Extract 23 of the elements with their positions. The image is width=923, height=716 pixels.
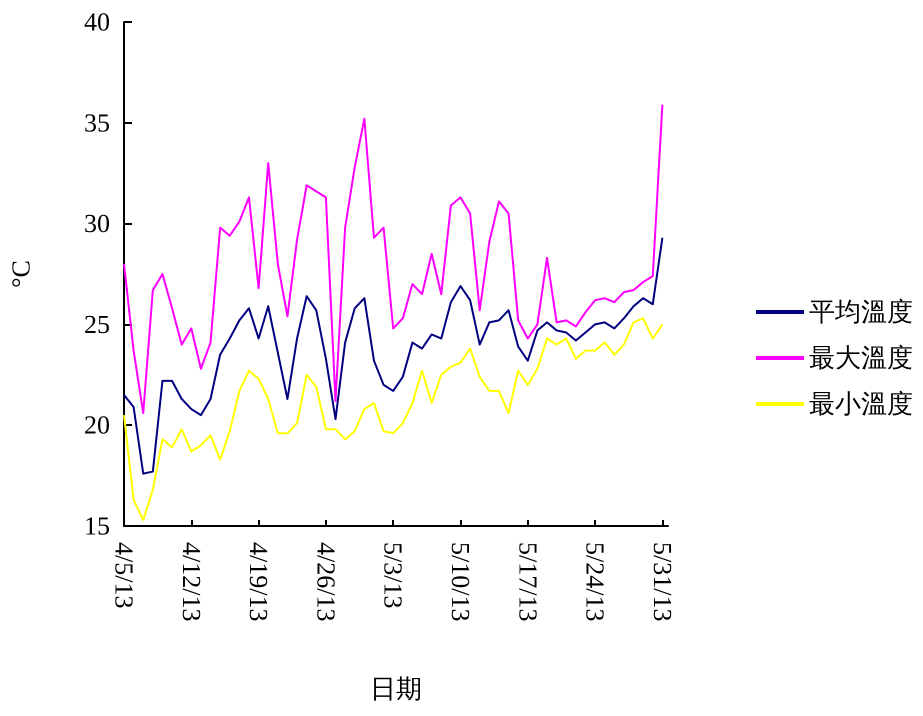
- x-tick-label: 5/31/13: [648, 542, 677, 622]
- y-tick-label: 30: [84, 209, 110, 238]
- x-axis-title: 日期: [370, 674, 422, 704]
- y-tick-label: 15: [84, 512, 110, 540]
- x-tick-label: 4/19/13: [244, 542, 274, 622]
- y-tick-label: 20: [84, 410, 110, 440]
- y-tick-label: 25: [84, 310, 110, 339]
- x-tick-label: 5/24/13: [580, 542, 610, 622]
- line-series: [123, 104, 664, 414]
- x-tick-label: 5/17/13: [513, 542, 542, 622]
- y-tick-label: 40: [84, 8, 110, 36]
- y-tick-label: 35: [84, 108, 110, 138]
- x-tick-label: 4/26/13: [311, 542, 340, 622]
- legend-label: 最小溫度: [809, 390, 913, 418]
- x-tick-label: 4/5/13: [110, 542, 138, 608]
- x-tick-label: 5/3/13: [378, 542, 408, 608]
- x-tick-label: 4/12/13: [176, 542, 206, 622]
- y-axis-title: °C: [6, 260, 36, 288]
- line-series: [123, 236, 664, 475]
- x-tick-label: 5/10/13: [446, 542, 475, 622]
- legend-label: 平均溫度: [809, 298, 913, 326]
- line-series: [123, 317, 664, 521]
- legend-label: 最大溫度: [809, 344, 913, 372]
